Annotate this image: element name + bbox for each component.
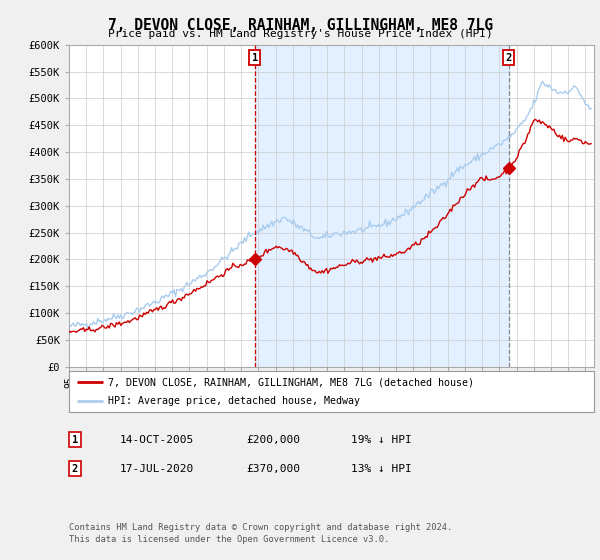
Text: 1: 1	[251, 53, 258, 63]
Text: 19% ↓ HPI: 19% ↓ HPI	[351, 435, 412, 445]
Text: £200,000: £200,000	[246, 435, 300, 445]
Text: Contains HM Land Registry data © Crown copyright and database right 2024.: Contains HM Land Registry data © Crown c…	[69, 523, 452, 532]
Text: Price paid vs. HM Land Registry's House Price Index (HPI): Price paid vs. HM Land Registry's House …	[107, 29, 493, 39]
Text: This data is licensed under the Open Government Licence v3.0.: This data is licensed under the Open Gov…	[69, 535, 389, 544]
Text: 7, DEVON CLOSE, RAINHAM, GILLINGHAM, ME8 7LG: 7, DEVON CLOSE, RAINHAM, GILLINGHAM, ME8…	[107, 18, 493, 33]
Text: 17-JUL-2020: 17-JUL-2020	[120, 464, 194, 474]
Text: 14-OCT-2005: 14-OCT-2005	[120, 435, 194, 445]
Text: 2: 2	[72, 464, 78, 474]
Text: 13% ↓ HPI: 13% ↓ HPI	[351, 464, 412, 474]
Text: £370,000: £370,000	[246, 464, 300, 474]
Text: 2: 2	[505, 53, 512, 63]
Bar	[255, 45, 509, 367]
Text: HPI: Average price, detached house, Medway: HPI: Average price, detached house, Medw…	[109, 396, 361, 407]
Text: 1: 1	[72, 435, 78, 445]
Text: 7, DEVON CLOSE, RAINHAM, GILLINGHAM, ME8 7LG (detached house): 7, DEVON CLOSE, RAINHAM, GILLINGHAM, ME8…	[109, 377, 475, 387]
